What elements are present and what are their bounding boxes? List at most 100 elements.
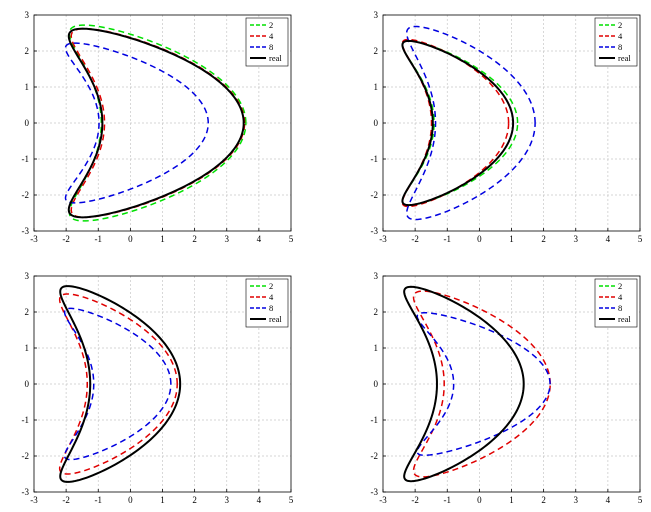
y-tick-label: 1	[25, 343, 30, 353]
x-tick-label: 0	[477, 234, 482, 244]
series-line-real	[67, 27, 245, 219]
y-tick-label: -3	[22, 487, 30, 497]
x-tick-label: -1	[95, 495, 103, 505]
x-tick-label: -2	[411, 234, 419, 244]
x-tick-label: 3	[225, 495, 230, 505]
y-tick-label: 3	[25, 271, 30, 281]
legend-label: 4	[618, 31, 623, 41]
y-tick-label: 1	[25, 82, 30, 92]
y-tick-label: 0	[25, 118, 30, 128]
x-tick-label: -1	[444, 234, 452, 244]
legend-label: 2	[618, 20, 622, 30]
y-tick-label: -1	[22, 415, 30, 425]
x-tick-label: -1	[95, 234, 103, 244]
y-tick-label: 3	[374, 10, 379, 20]
y-tick-label: 3	[25, 10, 30, 20]
x-tick-label: 2	[541, 234, 546, 244]
legend-label: real	[269, 53, 282, 63]
x-tick-label: 5	[289, 234, 294, 244]
y-tick-label: -2	[22, 451, 30, 461]
plot-frame	[33, 14, 292, 232]
legend-label: 2	[269, 281, 273, 291]
x-tick-label: 4	[606, 234, 611, 244]
y-tick-label: -3	[22, 226, 30, 236]
legend-label: 4	[269, 292, 274, 302]
y-tick-label: 3	[374, 271, 379, 281]
x-tick-label: 5	[638, 234, 643, 244]
y-tick-label: -2	[371, 190, 379, 200]
x-tick-label: 1	[160, 495, 165, 505]
x-tick-label: -2	[62, 495, 70, 505]
x-tick-label: 4	[257, 234, 262, 244]
y-tick-label: 1	[374, 343, 379, 353]
legend-label: 4	[269, 31, 274, 41]
x-tick-label: 3	[574, 234, 579, 244]
series-line-real	[59, 285, 182, 483]
legend-label: 8	[269, 303, 273, 313]
legend-label: real	[618, 53, 631, 63]
x-tick-label: 0	[477, 495, 482, 505]
x-tick-label: 0	[128, 234, 133, 244]
legend-label: real	[618, 314, 631, 324]
y-tick-label: 1	[374, 82, 379, 92]
x-tick-label: 1	[509, 495, 514, 505]
plot-frame	[382, 14, 641, 232]
y-tick-label: -1	[22, 154, 30, 164]
x-tick-label: 2	[192, 495, 197, 505]
y-tick-label: -2	[22, 190, 30, 200]
legend-label: 8	[618, 42, 622, 52]
y-tick-label: -3	[371, 226, 379, 236]
x-tick-label: -3	[30, 495, 38, 505]
x-tick-label: -3	[379, 234, 387, 244]
x-tick-label: -3	[379, 495, 387, 505]
y-tick-label: 0	[25, 379, 30, 389]
x-tick-label: 0	[128, 495, 133, 505]
series-line-2	[68, 24, 247, 222]
x-tick-label: 4	[257, 495, 262, 505]
legend-label: 8	[269, 42, 273, 52]
x-tick-label: -3	[30, 234, 38, 244]
series-line-8	[64, 42, 210, 204]
y-tick-label: 0	[374, 118, 379, 128]
legend-label: 4	[618, 292, 623, 302]
legend-label: real	[269, 314, 282, 324]
y-tick-label: -2	[371, 451, 379, 461]
x-tick-label: 1	[160, 234, 165, 244]
y-tick-label: -1	[371, 415, 379, 425]
x-tick-label: 2	[541, 495, 546, 505]
x-tick-label: 1	[509, 234, 514, 244]
series-line-8	[405, 25, 536, 221]
x-tick-label: 5	[638, 495, 643, 505]
x-tick-label: -1	[444, 495, 452, 505]
plot-frame	[382, 275, 641, 493]
legend-label: 8	[618, 303, 622, 313]
x-tick-label: -2	[411, 495, 419, 505]
series-line-8	[63, 307, 172, 461]
series-line-8	[416, 311, 551, 457]
series-line-4	[58, 293, 178, 475]
legend-label: 2	[618, 281, 622, 291]
x-tick-label: 2	[192, 234, 197, 244]
y-tick-label: -3	[371, 487, 379, 497]
series-line-4	[412, 290, 551, 478]
y-tick-label: 2	[374, 307, 379, 317]
plot-frame	[33, 275, 292, 493]
x-tick-label: -2	[62, 234, 70, 244]
y-tick-label: 2	[374, 46, 379, 56]
y-tick-label: 2	[25, 307, 30, 317]
x-tick-label: 5	[289, 495, 294, 505]
legend-label: 2	[269, 20, 273, 30]
series-line-real	[403, 285, 525, 483]
y-tick-label: 0	[374, 379, 379, 389]
y-tick-label: 2	[25, 46, 30, 56]
x-tick-label: 3	[225, 234, 230, 244]
